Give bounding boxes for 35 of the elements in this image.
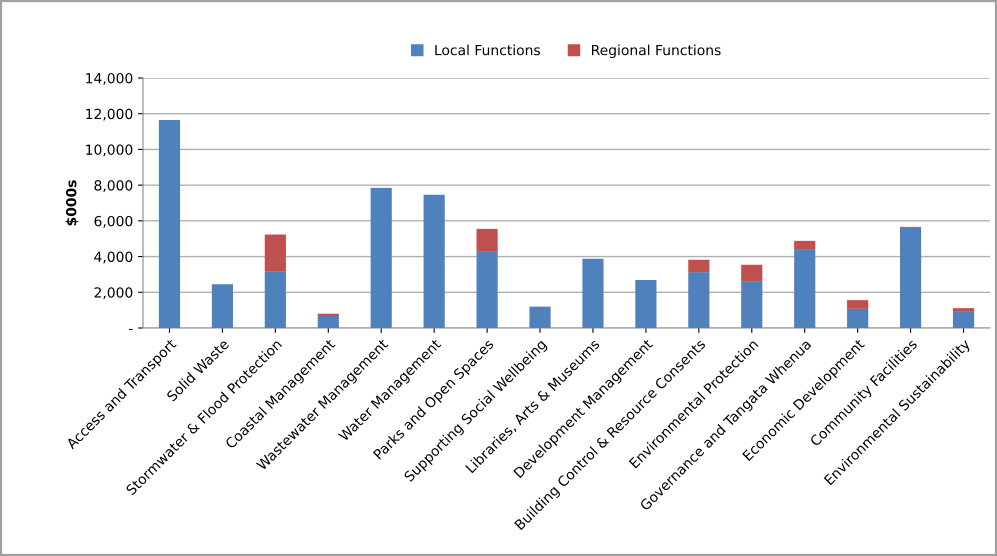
bar [741,264,762,282]
y-tick-label: 14,000 [86,72,132,85]
bar [370,188,392,328]
y-tick-label: 8,000 [94,180,132,192]
bar [264,234,286,272]
bar [318,316,339,328]
bar [688,272,710,328]
bar [318,314,339,316]
bar [424,194,445,328]
y-tick-label: 12,000 [86,108,132,121]
bar [847,300,868,309]
bar [952,311,974,328]
bar [529,306,551,328]
bar [741,281,762,328]
bar [476,252,498,328]
bar [158,120,180,328]
bar [688,260,710,272]
bar [264,271,286,328]
bar [794,240,816,250]
bar [900,228,922,328]
bar [952,308,974,312]
y-axis-title: $000s [66,180,78,226]
y-tick-label: 4,000 [94,252,132,264]
legend-label: Local Functions [435,44,540,56]
y-tick-label: 2,000 [94,287,132,300]
bar [635,280,656,328]
y-tick-label: 6,000 [94,216,132,228]
bar [847,308,868,328]
bar [582,258,604,328]
bar [212,284,233,328]
y-tick-label: 10,000 [86,144,132,156]
y-tick-label: - [128,328,133,330]
bar [476,228,498,252]
legend-label: Regional Functions [592,44,721,58]
bar [794,249,816,328]
